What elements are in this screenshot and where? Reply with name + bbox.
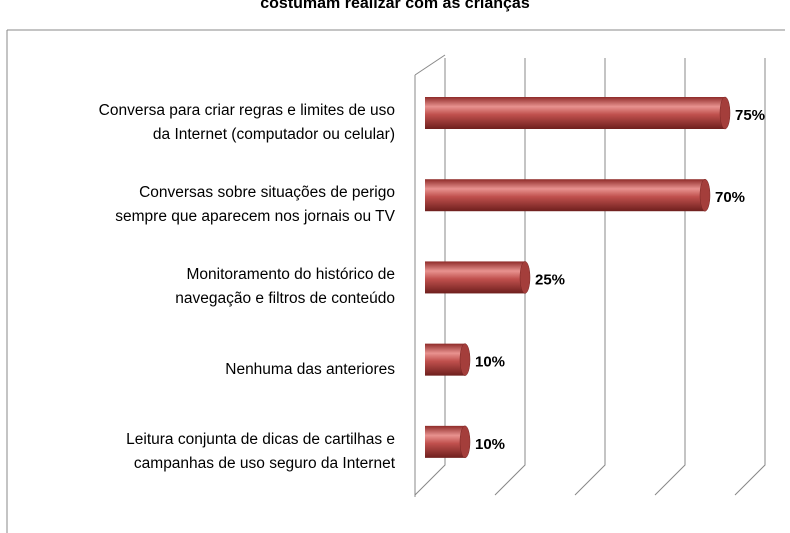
bar-cap: [719, 96, 731, 130]
value-label: 10%: [475, 354, 505, 371]
value-label: 70%: [715, 189, 745, 206]
bar-cap: [519, 261, 531, 294]
wall-edge: [414, 54, 446, 76]
bar: [425, 261, 525, 294]
category-label: Monitoramento do histórico de navegação …: [175, 266, 395, 308]
value-label: 75%: [735, 107, 765, 124]
value-label: 10%: [475, 436, 505, 453]
bar: [425, 425, 465, 458]
category-label: Leitura conjunta de dicas de cartilhas e…: [126, 430, 395, 472]
category-label: Conversa para criar regras e limites de …: [98, 102, 395, 143]
category-label: Conversas sobre situações de perigo semp…: [115, 184, 395, 226]
bar-cap: [699, 178, 711, 212]
bar-cap: [459, 425, 471, 459]
bar: [425, 179, 705, 212]
chart-title: costumam realizar com as crianças: [260, 0, 530, 12]
bar: [425, 343, 465, 376]
value-label: 25%: [535, 271, 565, 288]
grid-line: [734, 58, 766, 496]
bar-cap: [459, 343, 471, 376]
category-label: Nenhuma das anteriores: [225, 360, 395, 378]
bar: [425, 97, 725, 129]
